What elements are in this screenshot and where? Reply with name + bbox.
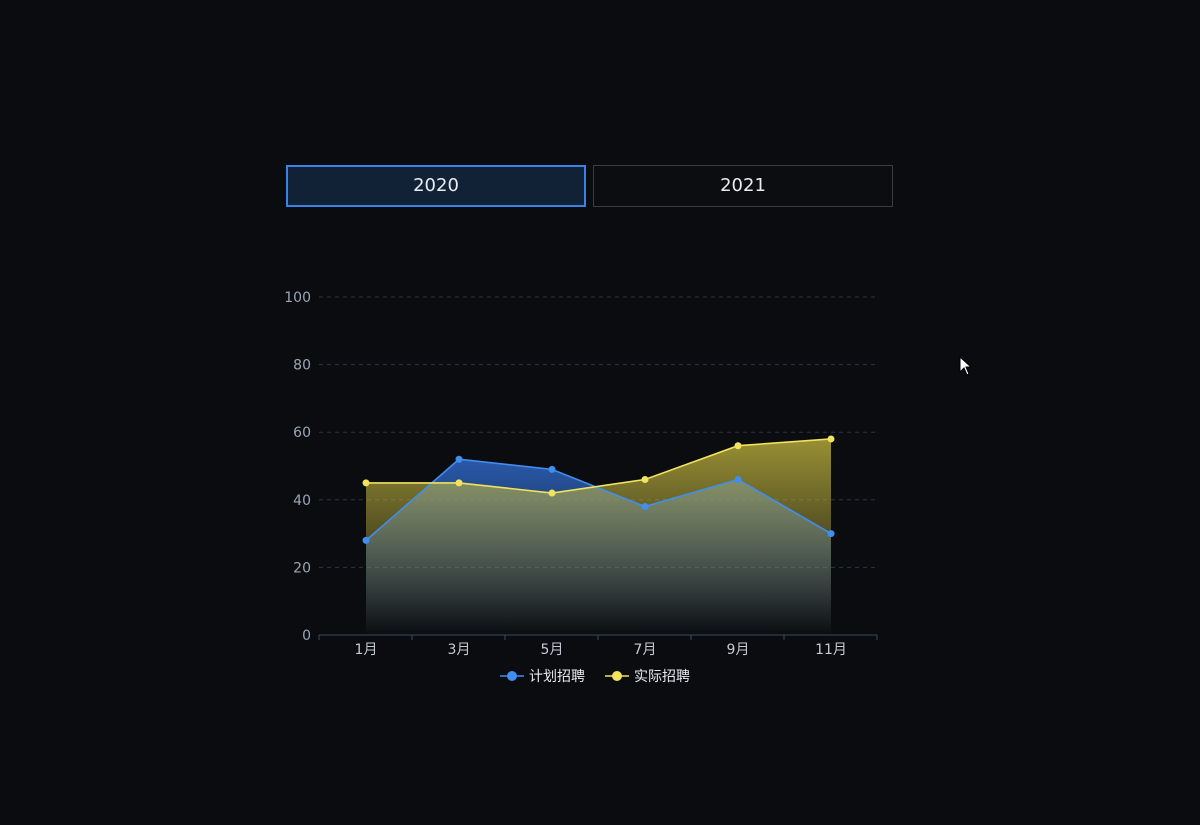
series-lines: [365, 438, 832, 541]
point-planned-9月: [734, 476, 742, 484]
x-tick-label: 7月: [634, 642, 657, 658]
points: [362, 435, 835, 544]
legend-label-0: 计划招聘: [529, 669, 585, 685]
areas: [366, 438, 831, 635]
tab-2021[interactable]: 2021: [593, 165, 893, 207]
y-tick-label-20: 20: [293, 560, 311, 576]
tab-2020[interactable]: 2020: [286, 165, 586, 207]
year-tabs: 2020 2021: [286, 165, 896, 210]
point-actual-3月: [455, 479, 463, 487]
point-actual-9月: [734, 442, 742, 450]
x-tick-label: 9月: [727, 642, 750, 658]
point-planned-3月: [455, 455, 463, 463]
legend: 计划招聘 实际招聘: [500, 669, 690, 685]
point-planned-7月: [641, 503, 649, 511]
mouse-cursor-icon: [959, 356, 973, 376]
y-tick-label-0: 0: [302, 628, 311, 644]
line-planned: [365, 458, 832, 541]
axes: 0 20 40 60 80 100 1月 3月 5月 7月 9月 11月: [284, 290, 878, 658]
x-tick-label: 3月: [448, 642, 471, 658]
y-tick-label-80: 80: [293, 358, 311, 374]
x-tick-label: 1月: [355, 642, 378, 658]
point-actual-1月: [362, 479, 370, 487]
legend-marker-0: [507, 671, 517, 681]
point-planned-1月: [362, 536, 370, 544]
legend-marker-1: [612, 671, 622, 681]
area-actual: [366, 438, 831, 635]
y-tick-label-100: 100: [284, 290, 311, 306]
x-tick-label: 5月: [541, 642, 564, 658]
line-actual: [366, 438, 832, 494]
point-planned-11月: [827, 530, 835, 538]
point-actual-7月: [641, 476, 649, 484]
point-actual-11月: [827, 435, 835, 443]
x-tick-label: 11月: [815, 642, 847, 658]
y-tick-label-60: 60: [293, 425, 311, 441]
legend-label-1: 实际招聘: [634, 669, 690, 685]
point-planned-5月: [548, 465, 556, 473]
point-actual-5月: [548, 489, 556, 497]
y-tick-label-40: 40: [293, 493, 311, 509]
